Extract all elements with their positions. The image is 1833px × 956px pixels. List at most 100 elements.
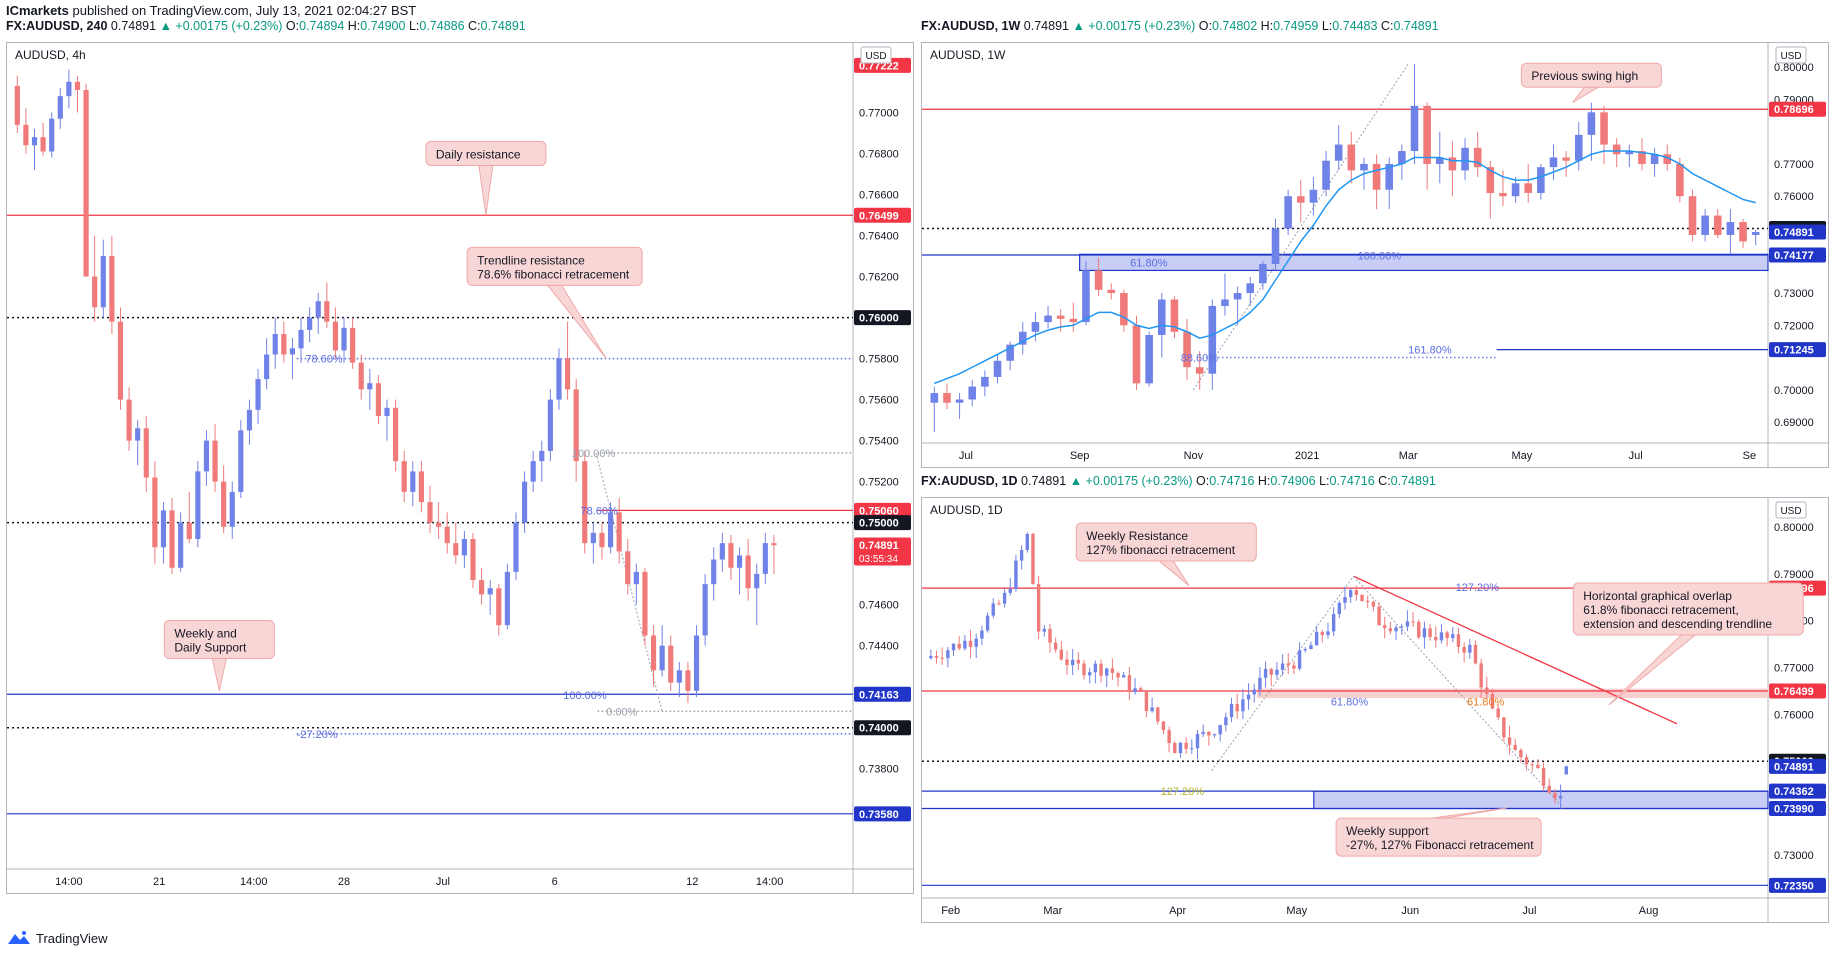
candle-body xyxy=(264,354,270,380)
candle-body xyxy=(1008,588,1012,593)
currency-badge[interactable] xyxy=(1775,501,1807,519)
header-l-value: 0.74483 xyxy=(1332,19,1378,33)
header-symbol: FX:AUDUSD, 1W xyxy=(921,19,1021,33)
header-h-label: H: xyxy=(344,19,361,33)
candle-body xyxy=(1127,675,1132,692)
candle-body xyxy=(1337,602,1342,615)
candle-body xyxy=(479,580,485,595)
header-h-value: 0.74900 xyxy=(360,19,406,33)
chart-panel-1w[interactable]: 61.80% 100.00% 161.80% 88.60% 0.80000 0.79000… xyxy=(921,42,1829,468)
candle-body xyxy=(943,393,951,403)
candle-body xyxy=(1132,325,1141,384)
time-tick-label: 28 xyxy=(338,876,350,888)
candle-body xyxy=(1221,299,1229,306)
candle-body xyxy=(1297,650,1302,669)
candle-body xyxy=(1331,614,1336,632)
header-change: ▲ +0.00175 (+0.23%) xyxy=(159,19,283,33)
candle-body xyxy=(1014,560,1018,589)
currency-badge[interactable] xyxy=(860,46,892,64)
header-h4: FX:AUDUSD, 240 0.74891 ▲ +0.00175 (+0.23… xyxy=(6,19,526,33)
candle-body xyxy=(1246,694,1251,700)
candle-body xyxy=(1286,663,1290,666)
candle-body xyxy=(736,555,743,568)
price-tick-label: 0.74600 xyxy=(859,600,899,612)
candle-body xyxy=(1156,707,1160,722)
price-tag xyxy=(1769,783,1826,799)
candle-body xyxy=(143,428,149,478)
candle-body xyxy=(1258,677,1262,690)
candle-body xyxy=(350,327,356,363)
callout-text: Daily Support xyxy=(174,641,247,655)
candle-body xyxy=(1099,663,1103,676)
candle-body xyxy=(1751,232,1760,235)
candle-body xyxy=(1739,222,1747,242)
candle-body xyxy=(1574,134,1583,161)
candle-body xyxy=(599,532,605,548)
candle-body xyxy=(1280,663,1285,670)
price-tick-label: 0.73000 xyxy=(1774,850,1814,862)
trend-line-0[interactable] xyxy=(1353,575,1678,725)
publish-info: ICmarkets published on TradingView.com, … xyxy=(6,3,416,18)
time-tick-label: 21 xyxy=(153,876,165,888)
price-axis[interactable] xyxy=(1768,498,1828,922)
candle-body xyxy=(1025,533,1029,550)
chart-panel-4h[interactable]: 78.60% 100.00% 78.60% 100.00% 0.00% -27.20% 0.… xyxy=(6,42,914,894)
price-axis[interactable] xyxy=(853,43,913,893)
candle-body xyxy=(1284,196,1292,229)
chart-svg-h4[interactable]: 78.60% 100.00% 78.60% 100.00% 0.00% -27.20% 0.… xyxy=(7,43,913,893)
price-tag-text: 0.76000 xyxy=(859,313,899,325)
candle-body xyxy=(410,471,416,492)
trend-line-2[interactable] xyxy=(1353,575,1564,809)
chart-svg-d1[interactable]: 127.20% 61.80% 61.80% 127.20% 0.80000 0.79000… xyxy=(922,498,1828,922)
candle-body xyxy=(1410,105,1419,152)
annotation-callout[interactable]: Previous swing high xyxy=(1520,62,1662,104)
header-o-label: O: xyxy=(1192,474,1210,488)
annotation-callout[interactable]: Weekly support-27%, 127% Fibonacci retra… xyxy=(1335,807,1542,857)
candle-body xyxy=(1411,621,1415,623)
candle-body xyxy=(1383,625,1387,629)
annotation-callout[interactable]: Daily resistance xyxy=(425,141,547,216)
callout-pointer xyxy=(1572,86,1601,104)
callout-box xyxy=(1520,62,1662,88)
tradingview-brand: TradingView xyxy=(36,930,108,946)
currency-badge[interactable] xyxy=(1775,46,1807,64)
header-c-label: C: xyxy=(1377,19,1394,33)
time-tick-label: Aug xyxy=(1639,905,1659,917)
header-symbol: FX:AUDUSD, 240 xyxy=(6,19,108,33)
price-tag xyxy=(1769,101,1826,117)
candle-body xyxy=(1252,689,1256,695)
candle-body xyxy=(1422,628,1427,638)
price-tag xyxy=(1769,758,1826,774)
candle-body xyxy=(83,89,89,277)
candle-body xyxy=(711,559,717,585)
tradingview-footer[interactable]: TradingView xyxy=(6,930,108,946)
chart-svg-w1[interactable]: 61.80%100.00%161.80%88.60%0.800000.79000… xyxy=(922,43,1828,467)
price-tag xyxy=(854,515,911,531)
header-c-label: C: xyxy=(1374,474,1391,488)
fib-label: 100.00% xyxy=(1358,251,1402,263)
candle-body xyxy=(968,640,973,647)
candle-body xyxy=(1094,270,1103,290)
callout-text: 61.8% fibonacci retracement, xyxy=(1583,603,1738,617)
candle-body xyxy=(547,399,553,451)
price-tick-label: 0.77000 xyxy=(1774,159,1814,171)
time-tick-label: Jul xyxy=(1629,450,1643,462)
price-tag-text: 0.75000 xyxy=(859,518,899,530)
candle-body xyxy=(496,588,502,626)
price-tick-label: 0.75800 xyxy=(859,354,899,366)
candle-body xyxy=(229,491,235,527)
price-tag xyxy=(854,720,911,736)
candle-body xyxy=(1456,634,1461,647)
candle-body xyxy=(152,477,158,548)
trend-line-0[interactable] xyxy=(1192,63,1409,391)
header-o-label: O: xyxy=(1195,19,1212,33)
callout-pointer xyxy=(546,284,607,359)
header-d1: FX:AUDUSD, 1D 0.74891 ▲ +0.00175 (+0.23%… xyxy=(921,474,1436,488)
candle-body xyxy=(1371,601,1376,607)
candle-body xyxy=(470,539,476,581)
chart-panel-1d[interactable]: 127.20% 61.80% 61.80% 127.20% 0.80000 0.79000… xyxy=(921,497,1829,923)
